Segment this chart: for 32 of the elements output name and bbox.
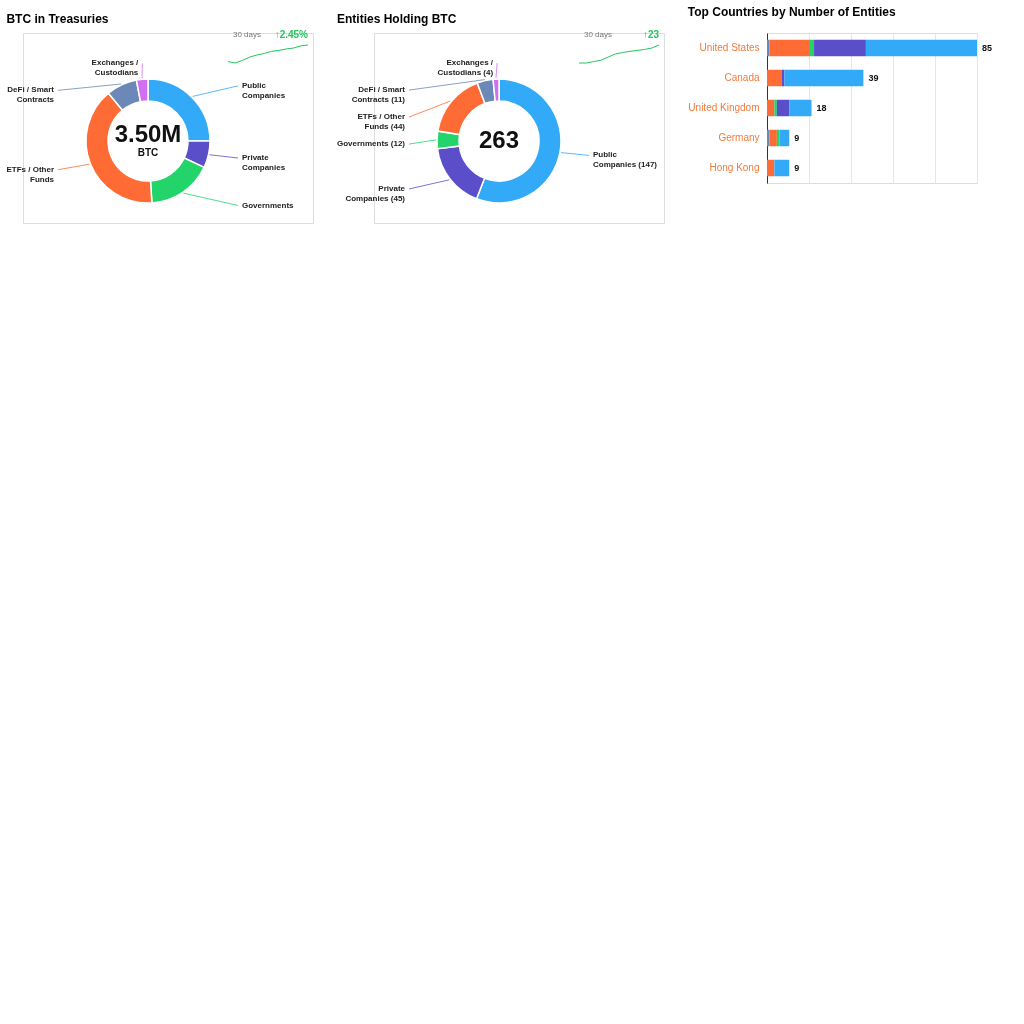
text: 263	[478, 126, 520, 153]
y-tick-label: Hong Kong	[709, 162, 760, 173]
annotation: 9	[794, 163, 800, 173]
y-tick-label: United Kingdom	[688, 102, 760, 113]
y-tick-label: Germany	[718, 132, 760, 143]
slice-label: Exchanges / Custodians (4)	[437, 58, 494, 78]
text: 30 days	[584, 30, 613, 39]
chart-title: BTC in Treasuries	[6, 12, 109, 26]
annotation: 18	[816, 103, 827, 113]
text: BTC	[137, 147, 159, 158]
y-tick-label: United States	[699, 42, 760, 53]
slice-label: Governments (12)	[336, 139, 406, 149]
annotation: 85	[982, 43, 993, 53]
slice-label: DeFi / Smart Contracts	[7, 85, 55, 105]
slice-label: DeFi / Smart Contracts (11)	[351, 85, 406, 105]
text: ↑23	[642, 29, 660, 40]
slice-label: ETFs / Other Funds (44)	[357, 112, 406, 132]
text: 30 days	[233, 30, 262, 39]
annotation: 39	[868, 73, 879, 83]
y-tick-label: Canada	[724, 72, 760, 83]
slice-label: Private Companies (45)	[345, 184, 406, 204]
chart-title: Top Countries by Number of Entities	[687, 5, 896, 19]
text: ↑2.45%	[274, 29, 309, 40]
slice-label: Exchanges / Custodians	[91, 58, 140, 78]
annotation: 9	[794, 133, 800, 143]
slice-label: ETFs / Other Funds	[6, 164, 55, 184]
chart-title: Entities Holding BTC	[336, 12, 457, 26]
text: 3.50M	[114, 120, 182, 147]
slice-label: Private Companies	[242, 153, 286, 173]
slice-label: Governments	[242, 200, 295, 210]
slice-label: Public Companies (147)	[593, 150, 658, 170]
slice-label: Public Companies	[242, 80, 286, 100]
